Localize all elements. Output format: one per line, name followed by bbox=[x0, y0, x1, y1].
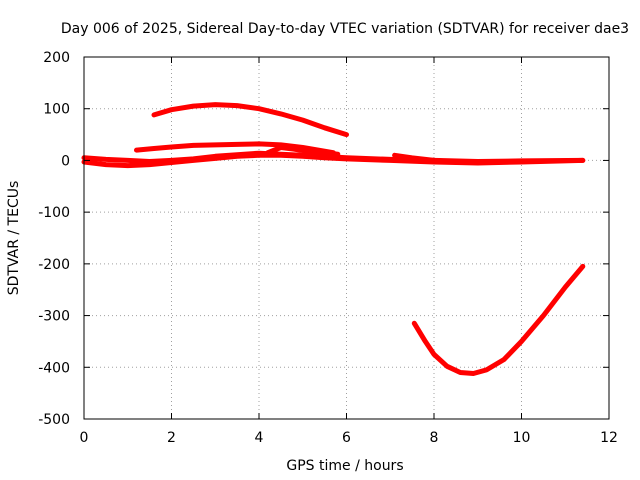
y-tick-label: -500 bbox=[38, 412, 70, 428]
y-tick-label: 100 bbox=[43, 102, 70, 118]
x-tick-label: 2 bbox=[167, 430, 176, 446]
series-line-arc-bump bbox=[265, 145, 341, 157]
series-line-arc-upper bbox=[151, 102, 349, 138]
ticks bbox=[83, 56, 610, 420]
x-tick-label: 12 bbox=[600, 430, 618, 446]
x-tick-labels: 0 2 4 6 8 10 12 bbox=[80, 430, 618, 446]
y-tick-label: -400 bbox=[38, 360, 70, 376]
y-tick-label: -100 bbox=[38, 205, 70, 221]
series-line-arc-dip bbox=[411, 263, 586, 376]
y-tick-labels: -500 -400 -300 -200 -100 0 100 200 bbox=[38, 50, 70, 428]
y-tick-label: 200 bbox=[43, 50, 70, 66]
series-layer bbox=[81, 102, 586, 376]
x-tick-label: 0 bbox=[80, 430, 89, 446]
y-tick-label: -300 bbox=[38, 309, 70, 325]
grid bbox=[84, 57, 609, 419]
x-axis-label: GPS time / hours bbox=[286, 458, 403, 474]
x-tick-label: 10 bbox=[513, 430, 531, 446]
series-line-arc-small bbox=[392, 152, 459, 165]
series-line-arc-mid bbox=[134, 141, 336, 156]
y-tick-label: -200 bbox=[38, 257, 70, 273]
x-tick-label: 4 bbox=[255, 430, 264, 446]
y-axis-label: SDTVAR / TECUs bbox=[6, 181, 22, 296]
chart-title: Day 006 of 2025, Sidereal Day-to-day VTE… bbox=[61, 21, 629, 37]
x-tick-label: 8 bbox=[430, 430, 439, 446]
series-line-arc-baseline bbox=[81, 150, 586, 164]
y-tick-label: 0 bbox=[61, 153, 70, 169]
x-tick-label: 6 bbox=[342, 430, 351, 446]
